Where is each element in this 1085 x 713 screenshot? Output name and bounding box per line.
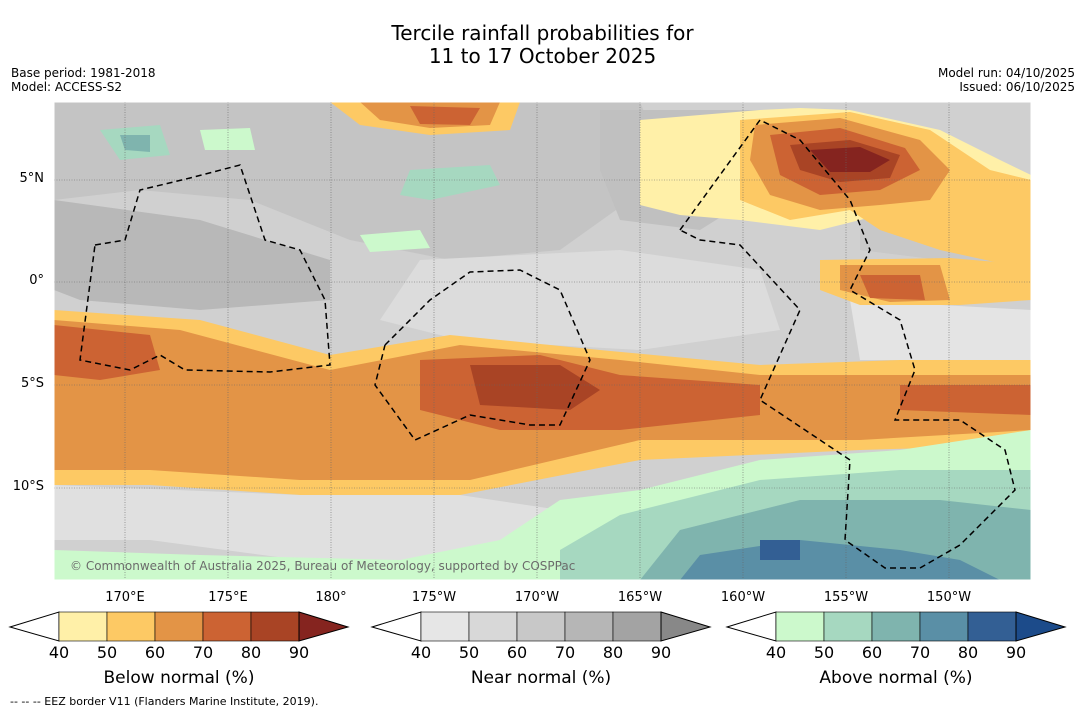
cb-tick: 80 bbox=[602, 643, 624, 662]
cb-tick: 50 bbox=[813, 643, 835, 662]
colorbar-below-normal bbox=[8, 611, 350, 642]
lon-label: 170°W bbox=[514, 590, 560, 605]
eez-borders bbox=[79, 119, 1016, 569]
lon-label: 175°E bbox=[208, 590, 248, 605]
cb-tick: 40 bbox=[48, 643, 70, 662]
near-normal-title: Near normal (%) bbox=[470, 668, 612, 688]
lat-label: 5°S bbox=[20, 376, 44, 391]
colorbar-near-normal bbox=[370, 611, 712, 642]
below-normal-title: Below normal (%) bbox=[103, 668, 255, 688]
lon-label: 170°E bbox=[105, 590, 145, 605]
lon-label: 155°W bbox=[823, 590, 869, 605]
cb-tick: 70 bbox=[554, 643, 576, 662]
model-run: Model run: 04/10/2025 bbox=[937, 66, 1075, 80]
above-normal-title: Above normal (%) bbox=[819, 668, 973, 688]
cb-tick: 80 bbox=[240, 643, 262, 662]
lat-label: 0° bbox=[29, 273, 44, 288]
eez-footnote: -- -- -- EEZ border V11 (Flanders Marine… bbox=[10, 695, 319, 708]
cb-tick: 80 bbox=[957, 643, 979, 662]
cb-tick: 70 bbox=[909, 643, 931, 662]
lon-label: 160°W bbox=[720, 590, 766, 605]
lon-label: 180° bbox=[315, 590, 347, 605]
lat-label: 5°N bbox=[19, 171, 45, 186]
cb-tick: 40 bbox=[765, 643, 787, 662]
title-line-2: 11 to 17 October 2025 bbox=[428, 44, 657, 68]
cb-tick: 50 bbox=[96, 643, 118, 662]
model-name: Model: ACCESS-S2 bbox=[11, 80, 123, 94]
lat-label: 10°S bbox=[12, 479, 44, 494]
map-fill bbox=[54, 102, 1031, 580]
cb-tick: 60 bbox=[144, 643, 166, 662]
cb-tick: 70 bbox=[192, 643, 214, 662]
issued-date: Issued: 06/10/2025 bbox=[959, 80, 1075, 94]
cb-tick: 60 bbox=[861, 643, 883, 662]
lon-label: 165°W bbox=[617, 590, 663, 605]
cb-tick: 90 bbox=[288, 643, 310, 662]
cb-tick: 60 bbox=[506, 643, 528, 662]
cb-tick: 90 bbox=[1005, 643, 1027, 662]
colorbar-above-normal bbox=[725, 611, 1067, 642]
cb-tick: 40 bbox=[410, 643, 432, 662]
copyright-notice: © Commonwealth of Australia 2025, Bureau… bbox=[70, 559, 576, 573]
lon-label: 150°W bbox=[926, 590, 972, 605]
cb-tick: 50 bbox=[458, 643, 480, 662]
lon-label: 175°W bbox=[411, 590, 457, 605]
base-period: Base period: 1981-2018 bbox=[11, 66, 156, 80]
title-line-1: Tercile rainfall probabilities for bbox=[391, 21, 694, 45]
cb-tick: 90 bbox=[650, 643, 672, 662]
